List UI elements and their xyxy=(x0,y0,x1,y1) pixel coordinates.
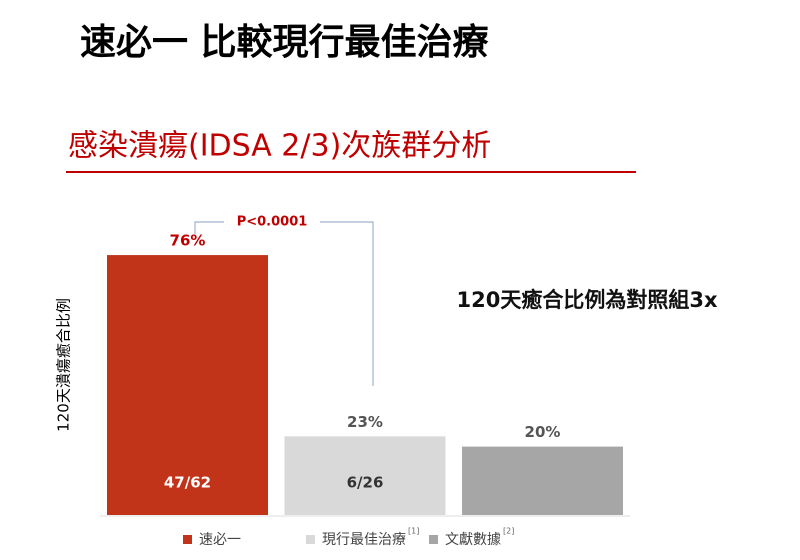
bar xyxy=(462,446,623,515)
value-label: 20% xyxy=(525,423,561,441)
callout: 120天癒合比例為對照組3x xyxy=(457,288,718,312)
inner-label: 6/26 xyxy=(347,474,384,492)
legend-label: 現行最佳治療 xyxy=(322,531,406,548)
value-label: 23% xyxy=(347,413,383,431)
legend-swatch xyxy=(429,535,438,544)
bar xyxy=(284,436,446,515)
legend-swatch xyxy=(306,535,315,544)
inner-label: 47/62 xyxy=(164,474,211,492)
value-label: 76% xyxy=(170,232,206,250)
legend-note: [2] xyxy=(503,527,514,536)
legend-label: 文獻數據 xyxy=(445,532,501,548)
bracket-label-bg xyxy=(224,212,320,232)
legend-swatch xyxy=(183,535,192,544)
y-axis-label: 120天潰瘍癒合比例 xyxy=(55,298,73,432)
legend-label: 速必一 xyxy=(199,532,241,548)
bar xyxy=(107,255,268,515)
legend-note: [1] xyxy=(408,527,419,536)
title: 速必一 比較現行最佳治療 xyxy=(80,22,489,63)
p-value: P<0.0001 xyxy=(237,215,308,230)
subtitle: 感染潰瘍(IDSA 2/3)次族群分析 xyxy=(68,129,491,164)
